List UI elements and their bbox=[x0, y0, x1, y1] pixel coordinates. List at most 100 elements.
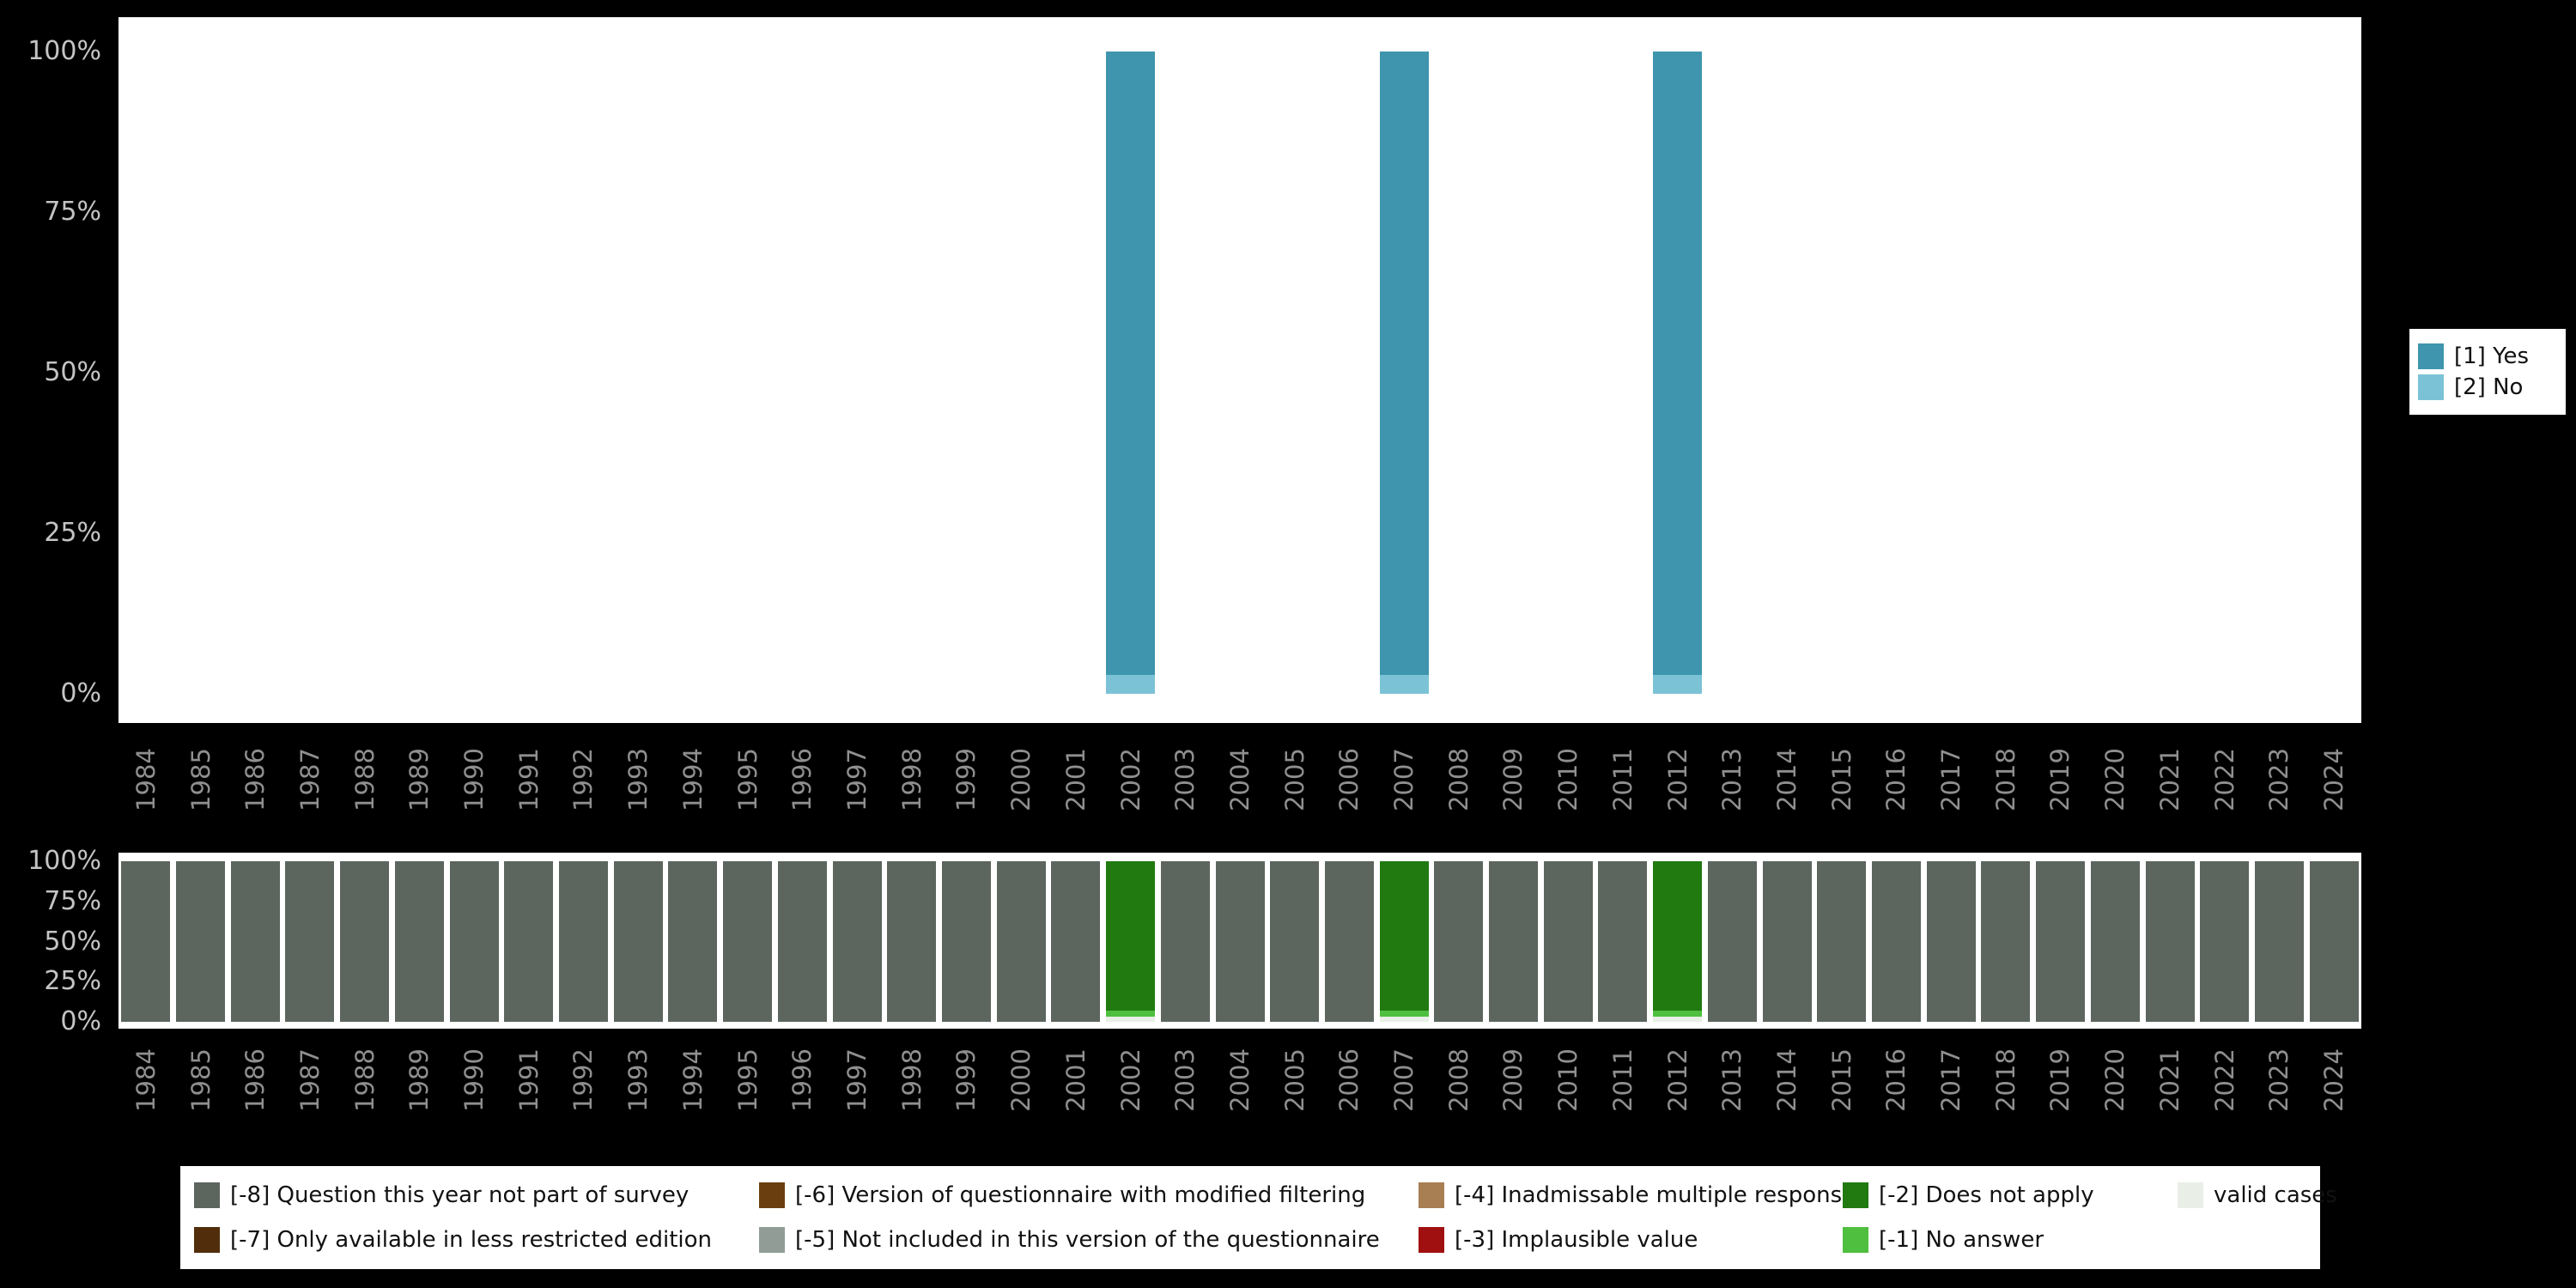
x-axis-tick: 2022 bbox=[2197, 732, 2252, 828]
x-axis-tick: 1996 bbox=[775, 732, 829, 828]
legend-swatch bbox=[2178, 1182, 2203, 1208]
x-axis-year-label: 2024 bbox=[2318, 1048, 2348, 1112]
x-axis-tick: 2014 bbox=[1759, 732, 1814, 828]
legend-swatch bbox=[2418, 343, 2444, 369]
x-axis-tick: 2006 bbox=[1321, 732, 1376, 828]
bar-segment bbox=[613, 861, 663, 1022]
x-axis-tick: 2004 bbox=[1212, 1032, 1267, 1128]
y-axis-tick-label: 25% bbox=[44, 518, 101, 548]
bar-segment bbox=[1379, 1010, 1429, 1018]
bar-segment bbox=[1379, 1017, 1429, 1022]
x-axis-tick: 1992 bbox=[556, 732, 611, 828]
x-axis-year-label: 2013 bbox=[1717, 748, 1747, 811]
legend-label: [2] No bbox=[2454, 374, 2524, 400]
bar-segment bbox=[1434, 861, 1484, 1022]
x-axis-tick: 1987 bbox=[283, 1032, 337, 1128]
x-axis-tick: 2003 bbox=[1157, 1032, 1212, 1128]
x-axis-tick: 2024 bbox=[2306, 732, 2361, 828]
x-axis-tick: 2010 bbox=[1540, 732, 1595, 828]
bar-segment bbox=[285, 861, 335, 1022]
bar-2015 bbox=[1817, 861, 1867, 1022]
x-axis-year-label: 1985 bbox=[185, 1048, 216, 1112]
x-axis-year-label: 2020 bbox=[2100, 748, 2130, 811]
x-axis-tick: 1994 bbox=[665, 732, 720, 828]
x-axis-tick: 2009 bbox=[1486, 732, 1541, 828]
x-axis-tick: 1990 bbox=[447, 1032, 501, 1128]
x-axis-tick: 2021 bbox=[2142, 1032, 2197, 1128]
x-axis-year-label: 2017 bbox=[1936, 748, 1966, 811]
bar-2013 bbox=[1707, 861, 1757, 1022]
legend-label: [-8] Question this year not part of surv… bbox=[230, 1182, 690, 1208]
bar-segment bbox=[2254, 861, 2304, 1022]
x-axis-year-label: 2010 bbox=[1553, 748, 1583, 811]
legend-label: [-4] Inadmissable multiple response bbox=[1455, 1182, 1856, 1208]
x-axis-year-label: 2016 bbox=[1881, 748, 1911, 811]
bar-segment bbox=[1106, 674, 1156, 694]
x-axis-tick: 1997 bbox=[829, 1032, 884, 1128]
y-axis-tick-label: 75% bbox=[44, 885, 101, 916]
x-axis-tick: 1990 bbox=[447, 732, 501, 828]
legend-item: [-1] No answer bbox=[1843, 1227, 2178, 1253]
bar-1987 bbox=[285, 861, 335, 1022]
x-axis-tick: 2020 bbox=[2087, 732, 2142, 828]
x-axis-tick: 1992 bbox=[556, 1032, 611, 1128]
x-axis-tick: 1989 bbox=[392, 1032, 447, 1128]
x-axis-tick: 2000 bbox=[993, 732, 1048, 828]
x-axis-year-label: 2000 bbox=[1006, 748, 1036, 811]
bar-2006 bbox=[1324, 861, 1374, 1022]
x-axis-year-label: 2011 bbox=[1607, 1048, 1637, 1112]
bar-2005 bbox=[1270, 861, 1320, 1022]
x-axis-tick: 2023 bbox=[2251, 732, 2306, 828]
x-axis-tick: 1999 bbox=[939, 732, 994, 828]
legend-item: [-7] Only available in less restricted e… bbox=[194, 1227, 759, 1253]
legend-swatch bbox=[759, 1227, 785, 1253]
x-axis-tick: 2015 bbox=[1814, 732, 1869, 828]
bar-2011 bbox=[1598, 861, 1648, 1022]
x-axis-year-label: 2002 bbox=[1115, 748, 1145, 811]
y-axis-tick-label: 25% bbox=[44, 966, 101, 997]
x-axis-tick: 1985 bbox=[173, 732, 228, 828]
bar-1984 bbox=[121, 861, 171, 1022]
x-axis-tick: 2005 bbox=[1267, 732, 1322, 828]
bar-1995 bbox=[723, 861, 773, 1022]
legend-item: valid cases bbox=[2178, 1182, 2337, 1208]
x-axis-year-label: 2003 bbox=[1170, 1048, 1200, 1112]
bar-segment bbox=[941, 861, 991, 1022]
bar-segment bbox=[723, 861, 773, 1022]
x-axis-tick: 2018 bbox=[1978, 1032, 2033, 1128]
x-axis-year-label: 2008 bbox=[1443, 1048, 1473, 1112]
legend-label: [-3] Implausible value bbox=[1455, 1227, 1698, 1253]
bar-segment bbox=[1106, 1010, 1156, 1018]
bar-segment bbox=[2200, 861, 2250, 1022]
bar-segment bbox=[1981, 861, 2031, 1022]
bar-1988 bbox=[340, 861, 390, 1022]
x-axis-tick: 2018 bbox=[1978, 732, 2033, 828]
x-axis-year-label: 2006 bbox=[1334, 1048, 1364, 1112]
x-axis-year-label: 1996 bbox=[787, 748, 817, 811]
bar-2007 bbox=[1379, 52, 1429, 694]
x-axis-tick: 2019 bbox=[2033, 1032, 2088, 1128]
bar-2022 bbox=[2200, 861, 2250, 1022]
x-axis-year-label: 1997 bbox=[841, 748, 872, 811]
x-axis-year-label: 1998 bbox=[896, 748, 927, 811]
x-axis-year-label: 2020 bbox=[2100, 1048, 2130, 1112]
x-axis-tick: 2008 bbox=[1431, 732, 1486, 828]
x-axis-tick: 1986 bbox=[228, 1032, 283, 1128]
x-axis-tick: 2019 bbox=[2033, 732, 2088, 828]
bar-segment bbox=[176, 861, 226, 1022]
x-axis-year-label: 2021 bbox=[2154, 748, 2184, 811]
x-axis-year-label: 2004 bbox=[1224, 748, 1255, 811]
legend-item: [-3] Implausible value bbox=[1419, 1227, 1843, 1253]
x-axis-tick: 2000 bbox=[993, 1032, 1048, 1128]
x-axis-tick: 2008 bbox=[1431, 1032, 1486, 1128]
bar-1996 bbox=[777, 861, 827, 1022]
x-axis-tick: 2016 bbox=[1869, 732, 1924, 828]
bar-segment bbox=[2090, 861, 2140, 1022]
bar-2002 bbox=[1106, 52, 1156, 694]
x-axis-tick: 1988 bbox=[337, 732, 392, 828]
x-axis-tick: 2023 bbox=[2251, 1032, 2306, 1128]
legend-label: [-1] No answer bbox=[1879, 1227, 2044, 1253]
x-axis-year-label: 1997 bbox=[841, 1048, 872, 1112]
bar-1990 bbox=[449, 861, 499, 1022]
top-chart-legend: [1] Yes [2] No bbox=[2409, 329, 2566, 415]
